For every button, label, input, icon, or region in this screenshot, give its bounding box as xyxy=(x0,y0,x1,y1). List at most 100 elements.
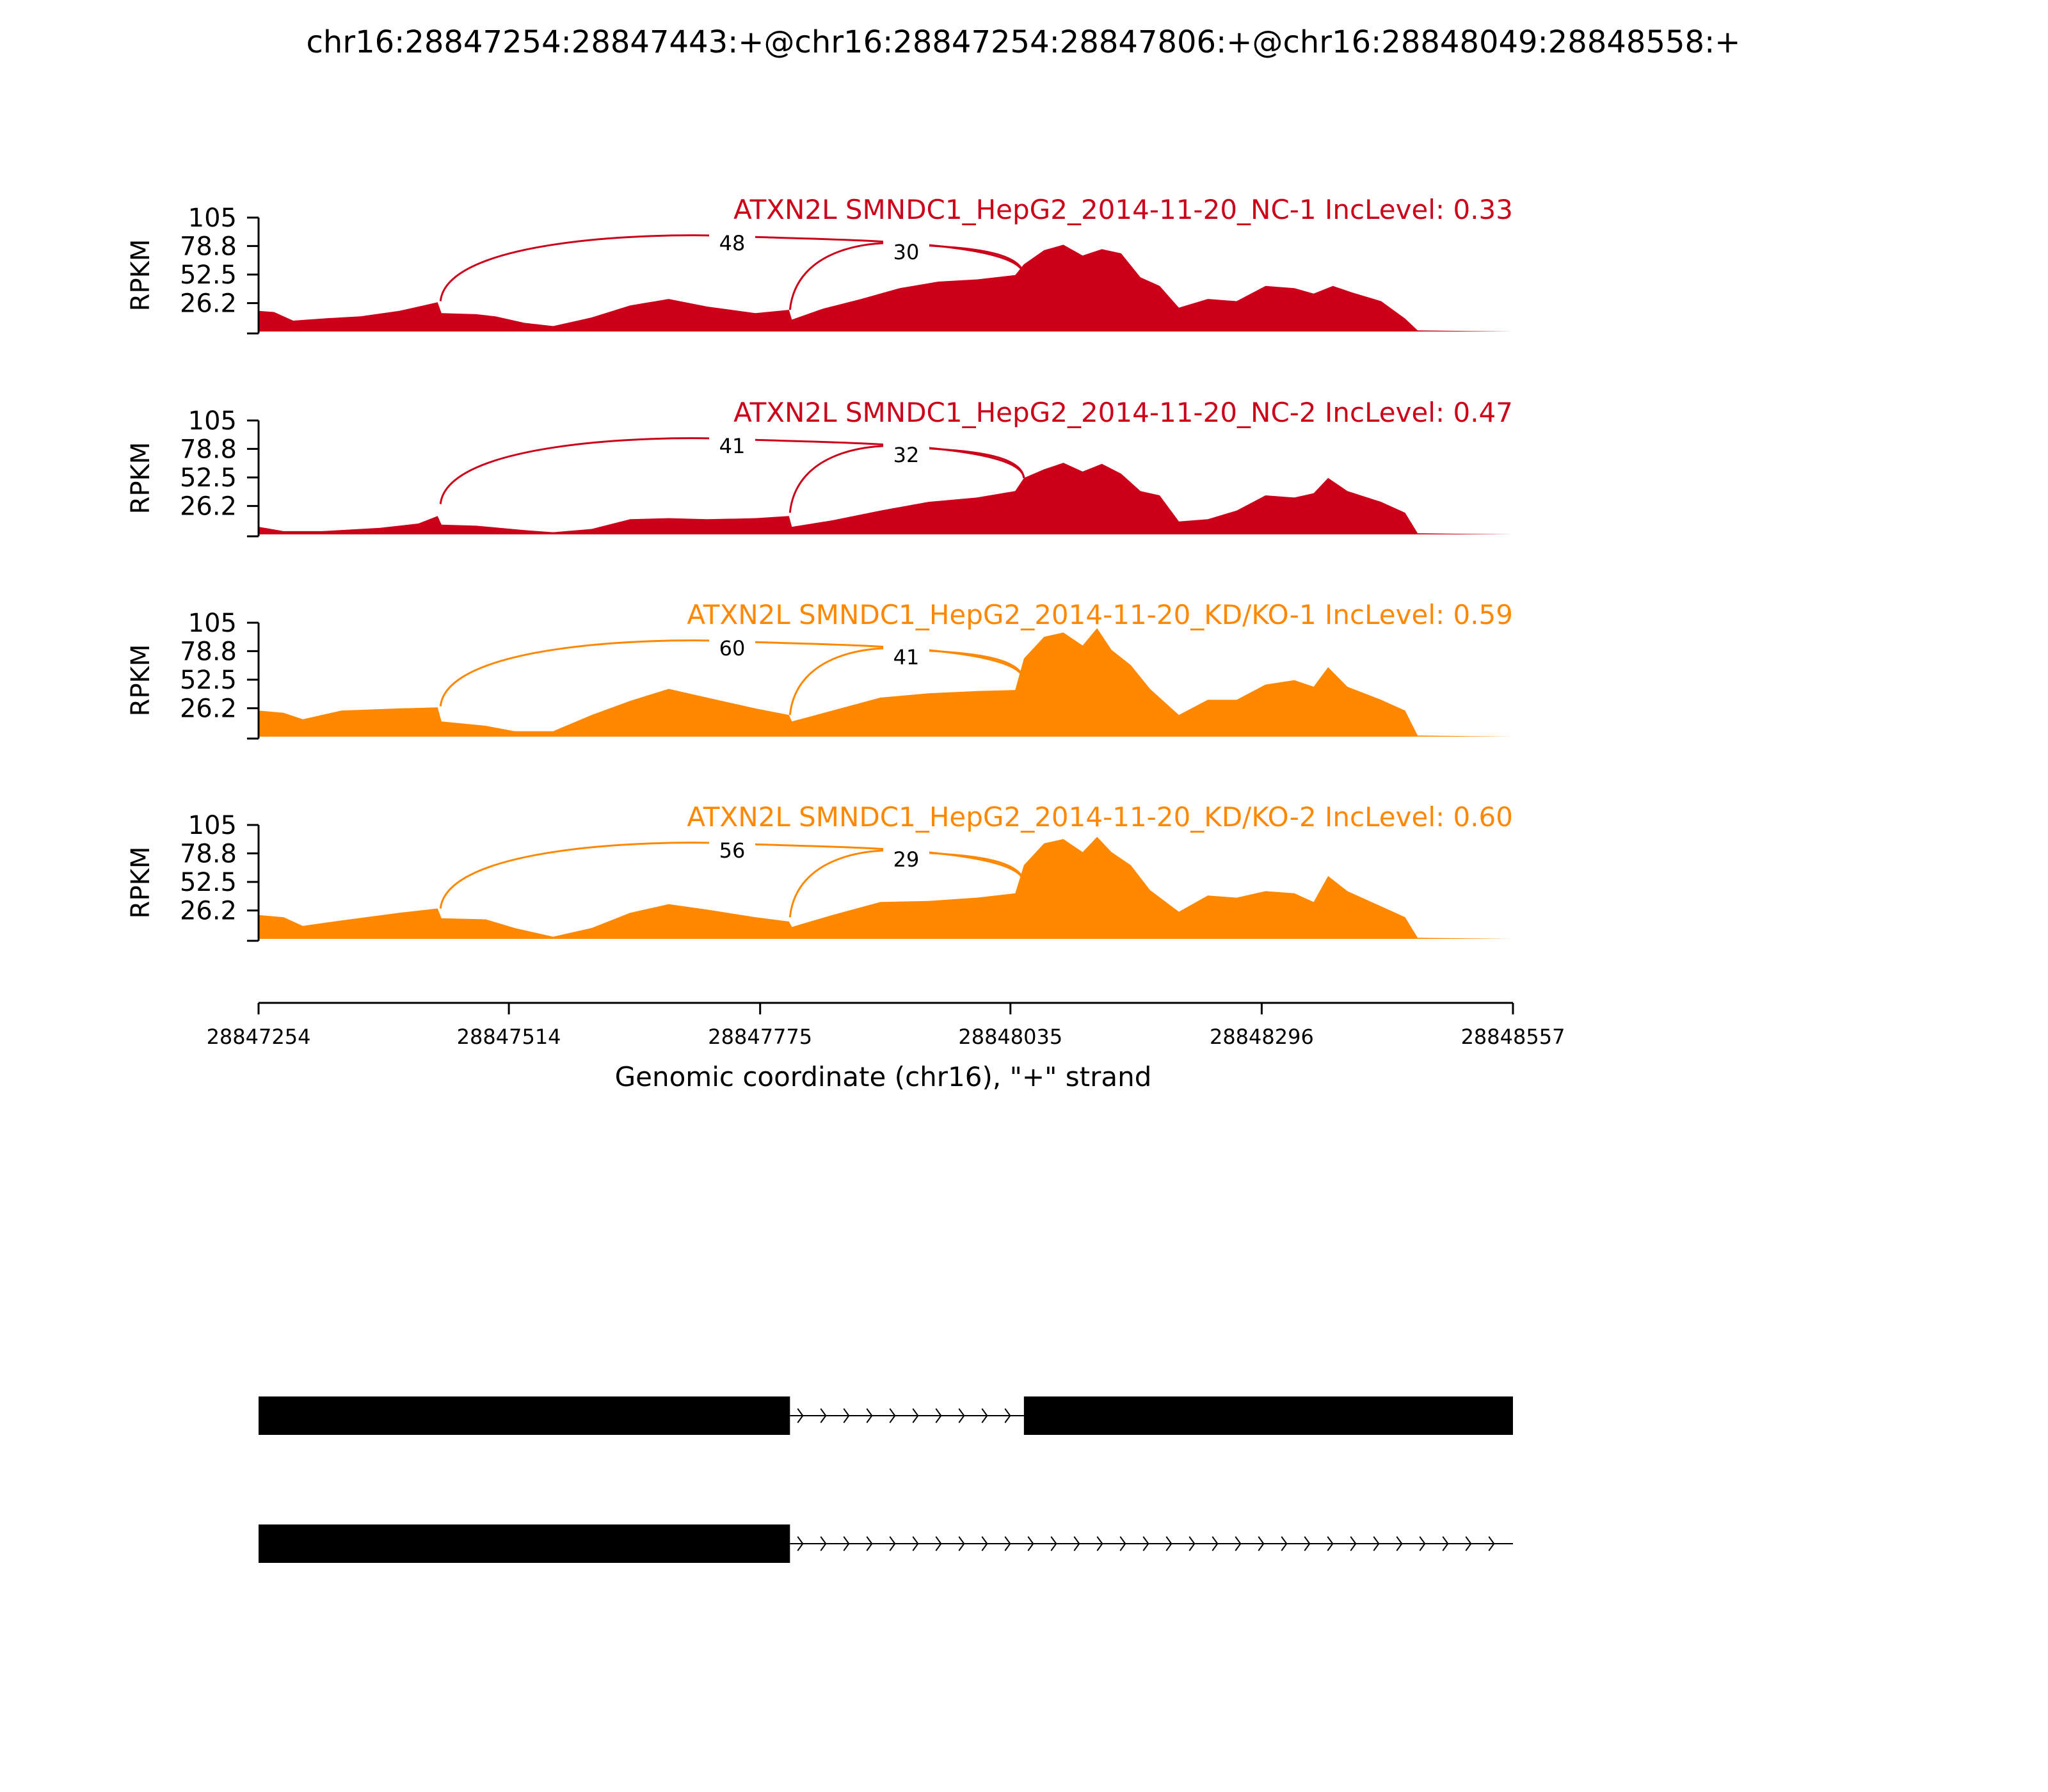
strand-arrow xyxy=(797,1408,804,1423)
y-tick-label: 105 xyxy=(188,406,237,436)
y-tick-label: 105 xyxy=(188,609,237,638)
strand-arrow xyxy=(843,1536,850,1551)
track-label: ATXN2L SMNDC1_HepG2_2014-11-20_KD/KO-2 I… xyxy=(687,801,1513,833)
x-tick-label: 28847254 xyxy=(207,1025,311,1049)
strand-arrow xyxy=(1350,1536,1357,1551)
junction-count: 29 xyxy=(893,847,920,872)
strand-arrow xyxy=(797,1536,804,1551)
strand-arrow xyxy=(912,1408,919,1423)
strand-arrow xyxy=(958,1408,965,1423)
y-tick-label: 26.2 xyxy=(180,492,237,522)
junction-count-box xyxy=(709,231,755,254)
strand-arrow xyxy=(1073,1536,1080,1551)
strand-arrow xyxy=(1465,1536,1472,1551)
strand-arrow xyxy=(912,1536,919,1551)
x-tick-label: 28847514 xyxy=(457,1025,561,1049)
strand-arrow xyxy=(820,1536,827,1551)
strand-arrow xyxy=(1235,1536,1242,1551)
junction-count-box xyxy=(709,434,755,457)
junction-count: 41 xyxy=(893,645,920,669)
strand-arrow xyxy=(866,1536,873,1551)
strand-arrow xyxy=(1165,1536,1172,1551)
isoform-structures xyxy=(259,1396,1513,1563)
strand-arrow xyxy=(1050,1536,1057,1551)
y-tick-label: 78.8 xyxy=(180,435,237,464)
junction-count-box xyxy=(883,645,929,668)
strand-arrow xyxy=(1142,1536,1149,1551)
x-tick-label: 28848296 xyxy=(1210,1025,1314,1049)
strand-arrow xyxy=(935,1536,942,1551)
plot-title: chr16:28847254:28847443:+@chr16:28847254… xyxy=(307,24,1741,60)
strand-arrow xyxy=(1419,1536,1426,1551)
strand-arrow xyxy=(935,1408,942,1423)
y-tick-label: 52.5 xyxy=(180,868,237,897)
junction-count: 41 xyxy=(719,434,746,458)
strand-arrow xyxy=(1396,1536,1403,1551)
y-tick-label: 105 xyxy=(188,204,237,233)
y-tick-label: 52.5 xyxy=(180,260,237,290)
junction-count-box xyxy=(883,443,929,466)
junction-count-box xyxy=(883,240,929,263)
y-tick-label: 78.8 xyxy=(180,637,237,666)
coverage-area xyxy=(259,463,1513,534)
x-tick-label: 28848557 xyxy=(1461,1025,1565,1049)
junction-count-box xyxy=(709,838,755,861)
track-label: ATXN2L SMNDC1_HepG2_2014-11-20_NC-2 IncL… xyxy=(733,397,1513,428)
y-axis-label: RPKM xyxy=(126,239,156,312)
strand-arrow xyxy=(889,1408,896,1423)
junction-count: 60 xyxy=(719,636,746,660)
y-tick-label: 78.8 xyxy=(180,839,237,868)
strand-arrow xyxy=(889,1536,896,1551)
strand-arrow xyxy=(958,1536,965,1551)
x-tick-label: 28848035 xyxy=(958,1025,1062,1049)
strand-arrow xyxy=(1304,1536,1311,1551)
x-axis: 28847254 28847514 28847775 28848035 28848296… xyxy=(207,1002,1565,1049)
exon-block xyxy=(259,1524,790,1563)
strand-arrow xyxy=(1488,1536,1495,1551)
strand-arrow xyxy=(981,1536,988,1551)
y-tick-label: 26.2 xyxy=(180,694,237,724)
junction-count: 30 xyxy=(893,240,920,264)
y-axis-label: RPKM xyxy=(126,644,156,717)
coverage-area xyxy=(259,836,1513,939)
y-tick-label: 52.5 xyxy=(180,666,237,695)
y-tick-label: 78.8 xyxy=(180,232,237,261)
strand-arrow xyxy=(820,1408,827,1423)
strand-arrow xyxy=(1281,1536,1288,1551)
strand-arrow xyxy=(843,1408,850,1423)
strand-arrow xyxy=(866,1408,873,1423)
track-label: ATXN2L SMNDC1_HepG2_2014-11-20_NC-1 IncL… xyxy=(733,194,1513,225)
exon-block xyxy=(259,1396,790,1435)
y-axis-label: RPKM xyxy=(126,847,156,919)
junction-count: 32 xyxy=(893,443,920,467)
strand-arrow xyxy=(1258,1536,1265,1551)
strand-arrow xyxy=(1212,1536,1219,1551)
exon-block xyxy=(1023,1396,1513,1435)
junction-count-box xyxy=(883,847,929,870)
strand-arrow xyxy=(1373,1536,1380,1551)
y-tick-label: 105 xyxy=(188,811,237,840)
strand-arrow xyxy=(981,1408,988,1423)
isoform-2 xyxy=(259,1524,1513,1563)
x-tick-label: 28847775 xyxy=(708,1025,812,1049)
y-tick-label: 52.5 xyxy=(180,463,237,493)
strand-arrow xyxy=(1119,1536,1126,1551)
strand-arrow xyxy=(1096,1536,1103,1551)
strand-arrow xyxy=(1442,1536,1449,1551)
strand-arrow xyxy=(1027,1536,1034,1551)
x-axis-label: Genomic coordinate (chr16), "+" strand xyxy=(615,1061,1152,1092)
coverage-area xyxy=(259,628,1513,737)
coverage-area xyxy=(259,244,1513,332)
junction-count: 48 xyxy=(719,231,746,255)
track-label: ATXN2L SMNDC1_HepG2_2014-11-20_KD/KO-1 I… xyxy=(687,599,1513,630)
junction-count-box xyxy=(709,636,755,659)
isoform-1 xyxy=(259,1396,1513,1435)
y-axis-label: RPKM xyxy=(126,442,156,515)
strand-arrow xyxy=(1188,1536,1196,1551)
y-tick-label: 26.2 xyxy=(180,289,237,319)
